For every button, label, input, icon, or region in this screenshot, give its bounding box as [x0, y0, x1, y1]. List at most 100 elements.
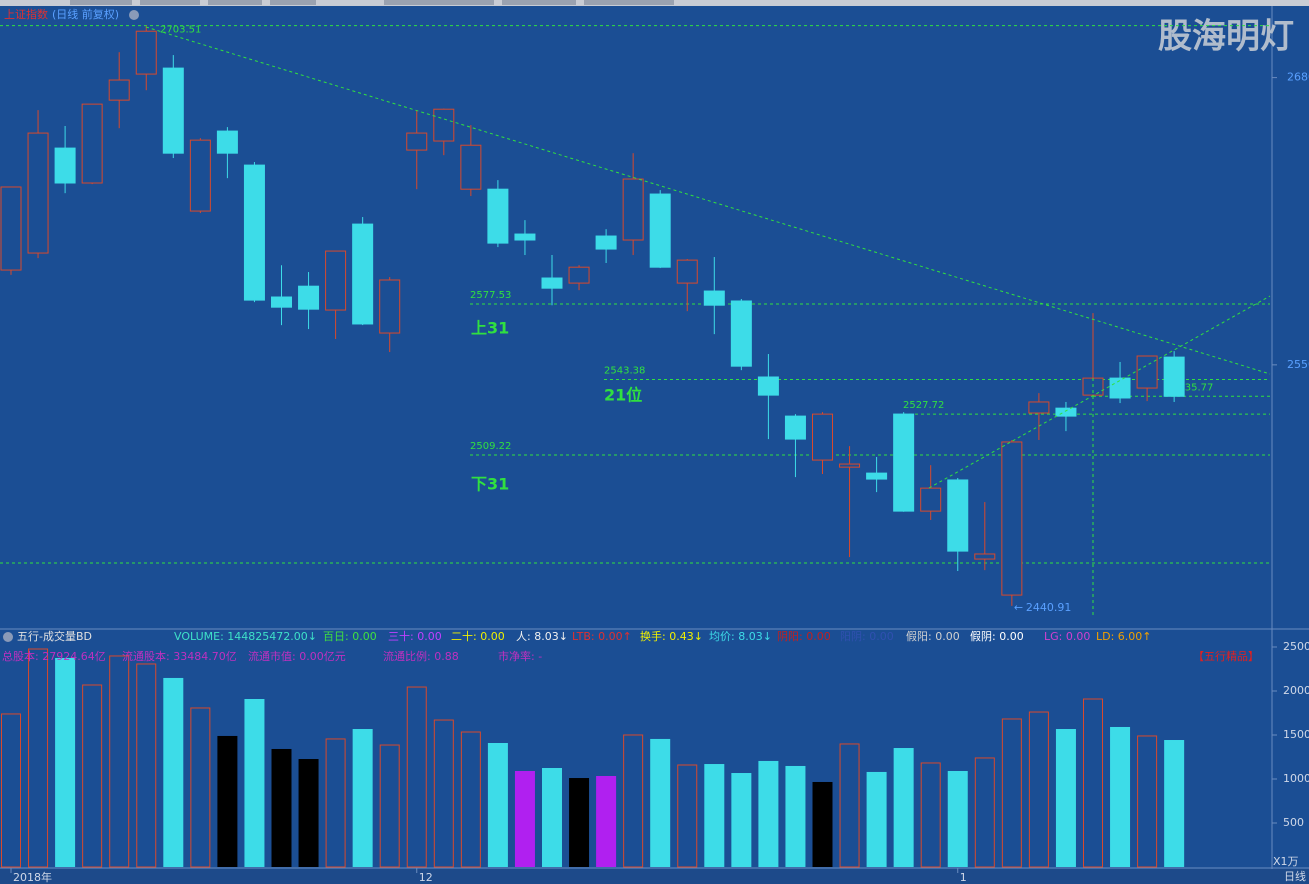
- volume-bar: [1001, 718, 1022, 868]
- indicator-value: 换手: 0.43↓: [640, 629, 703, 643]
- tab[interactable]: [140, 0, 200, 5]
- candle-body: [135, 30, 157, 75]
- volume-bar: [433, 719, 454, 868]
- indicator-value: 阳阴: 0.00: [840, 630, 894, 643]
- menu-button[interactable]: [129, 10, 139, 20]
- stock-info: 流通比例: 0.88: [383, 649, 459, 663]
- level-label: 2535.77: [1172, 382, 1213, 393]
- volume-bar: [271, 748, 292, 867]
- candle-body: [216, 130, 238, 154]
- indicator-value: 百日: 0.00: [323, 630, 377, 643]
- stock-info: 流通股本: 33484.70亿: [122, 649, 237, 663]
- candle-body: [108, 79, 130, 101]
- candle-body: [784, 415, 806, 440]
- level-label: 2543.38: [604, 365, 645, 376]
- candle-body: [920, 487, 942, 512]
- volume-bar: [866, 771, 887, 867]
- volume-bar: [325, 738, 346, 868]
- indicator-value: 人: 8.03↓: [516, 630, 568, 643]
- candle-body: [406, 132, 428, 151]
- candle-body: [1163, 356, 1185, 397]
- volume-bar: [244, 698, 265, 867]
- candle-body: [433, 108, 455, 142]
- candle-body: [622, 178, 644, 241]
- volume-bar: [569, 778, 590, 867]
- trend-line: [928, 295, 1271, 489]
- candle-body: [974, 553, 996, 560]
- tab[interactable]: [270, 0, 316, 5]
- volume-bar: [109, 655, 130, 868]
- y-tick-label: 2680: [1287, 71, 1309, 84]
- candle-body: [81, 103, 103, 184]
- candle-body: [0, 186, 22, 271]
- volume-bar: [542, 767, 562, 867]
- volume-bar: [812, 781, 833, 867]
- candle-body: [541, 277, 563, 289]
- candle-body: [703, 290, 725, 306]
- indicator-value: 假阳: 0.00: [906, 629, 960, 643]
- volume-bar: [623, 734, 644, 868]
- volume-bar: [352, 729, 373, 867]
- level-label: 2577.53: [470, 290, 511, 301]
- candle-body: [325, 250, 347, 311]
- y-tick-label: 2500: [1283, 640, 1309, 653]
- volume-bar: [677, 764, 698, 868]
- candle-body: [649, 193, 671, 268]
- tab[interactable]: [70, 0, 132, 5]
- volume-bar: [1055, 729, 1076, 867]
- volume-bar: [190, 707, 211, 868]
- candle-body: [54, 147, 76, 184]
- volume-bar: [298, 759, 319, 867]
- candle-body: [730, 300, 752, 367]
- volume-bar: [460, 731, 481, 868]
- candle-body: [893, 413, 915, 512]
- volume-bar: [920, 762, 941, 868]
- y-tick-label: 2000: [1283, 684, 1309, 697]
- indicator-value: LTB: 0.00↑: [572, 630, 632, 643]
- indicator-button[interactable]: [3, 632, 13, 642]
- candle-body: [1109, 377, 1131, 399]
- volume-bar: [704, 764, 725, 867]
- volume-bar: [82, 684, 103, 868]
- indicator-value: 二十: 0.00: [451, 629, 505, 643]
- unit-label: X1万: [1273, 855, 1299, 868]
- volume-bar: [406, 686, 427, 868]
- candle-body: [379, 279, 401, 334]
- candle-body: [514, 233, 536, 241]
- candle-body: [162, 67, 184, 154]
- low-arrow: ←: [1014, 601, 1023, 614]
- candle-body: [568, 266, 590, 284]
- level-label: 2509.22: [470, 441, 511, 452]
- volume-bar: [136, 663, 157, 868]
- candle-body: [866, 472, 888, 480]
- tab[interactable]: [502, 0, 576, 5]
- tab[interactable]: [584, 0, 674, 5]
- level-label: 2703.51: [160, 25, 201, 36]
- stock-info: 市净率: -: [498, 649, 542, 663]
- trend-lines: [145, 26, 1271, 615]
- volume-bar: [947, 770, 968, 867]
- tab[interactable]: [208, 0, 262, 5]
- candle-body: [1001, 441, 1023, 596]
- candle-body: [1028, 401, 1050, 414]
- candle-body: [839, 463, 861, 468]
- x-tick-label: 2018年: [13, 870, 52, 884]
- candle-body: [243, 164, 265, 301]
- volume-bar: [1083, 698, 1103, 868]
- candle-body: [595, 235, 617, 250]
- volume-bar: [379, 744, 400, 868]
- volume-bar: [1164, 740, 1185, 867]
- annotation: 21位: [604, 386, 642, 405]
- volume-bar: [785, 765, 806, 867]
- volume-bar: [974, 757, 995, 868]
- volume-bar: [28, 648, 49, 868]
- x-axis-bar: [0, 869, 1309, 884]
- tab[interactable]: [384, 0, 494, 5]
- indicator-value: VOLUME: 144825472.00↓: [174, 630, 317, 643]
- candle-body: [947, 479, 969, 552]
- volume-bar: [1137, 735, 1158, 868]
- volume-bar: [839, 743, 860, 868]
- chart-title: 上证指数: [4, 7, 48, 21]
- y-tick-label: 500: [1283, 816, 1304, 829]
